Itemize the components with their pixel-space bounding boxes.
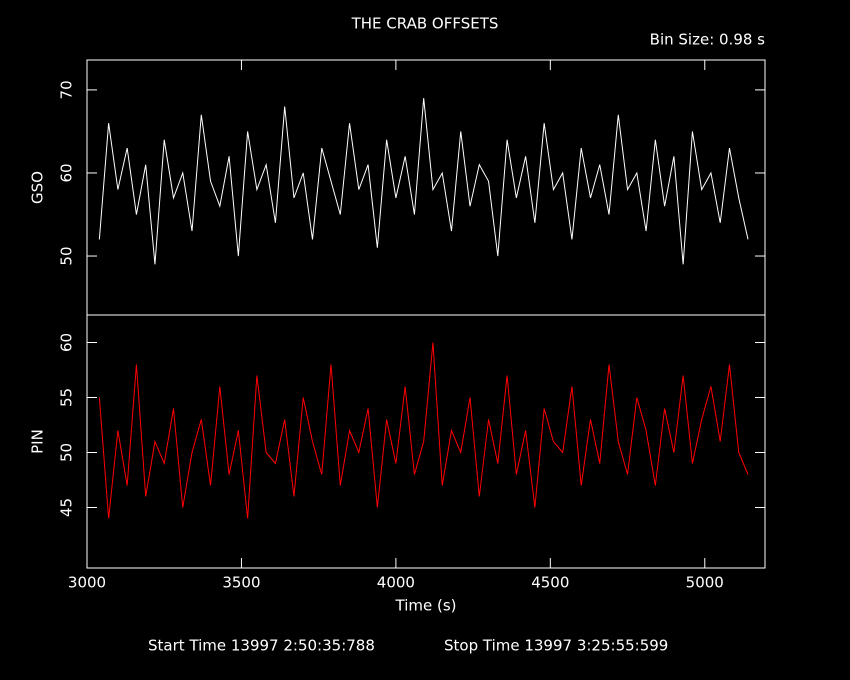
- x-tick-label: 5000: [686, 574, 724, 592]
- x-tick-label: 4000: [377, 574, 415, 592]
- y-tick-label: 70: [58, 80, 76, 99]
- y-axis-label: GSO: [29, 171, 47, 204]
- y-tick-label: 55: [58, 388, 76, 407]
- x-tick-label: 3000: [68, 574, 106, 592]
- y-tick-label: 50: [58, 246, 76, 265]
- panel-frame: [86, 314, 766, 569]
- data-line: [98, 342, 749, 519]
- y-axis-label: PIN: [29, 429, 47, 454]
- stop-time: Stop Time 13997 3:25:55:599: [444, 637, 668, 655]
- y-tick-label: 45: [58, 498, 76, 517]
- x-tick-label: 4500: [531, 574, 569, 592]
- y-tick-label: 50: [58, 443, 76, 462]
- y-tick-label: 60: [58, 333, 76, 352]
- data-line: [98, 98, 749, 265]
- y-tick-label: 60: [58, 163, 76, 182]
- x-tick-label: 3500: [222, 574, 260, 592]
- x-axis-label: Time (s): [395, 597, 457, 615]
- bin-size: Bin Size: 0.98 s: [650, 31, 766, 49]
- chart-title: THE CRAB OFFSETS: [351, 15, 499, 33]
- start-time: Start Time 13997 2:50:35:788: [148, 637, 375, 655]
